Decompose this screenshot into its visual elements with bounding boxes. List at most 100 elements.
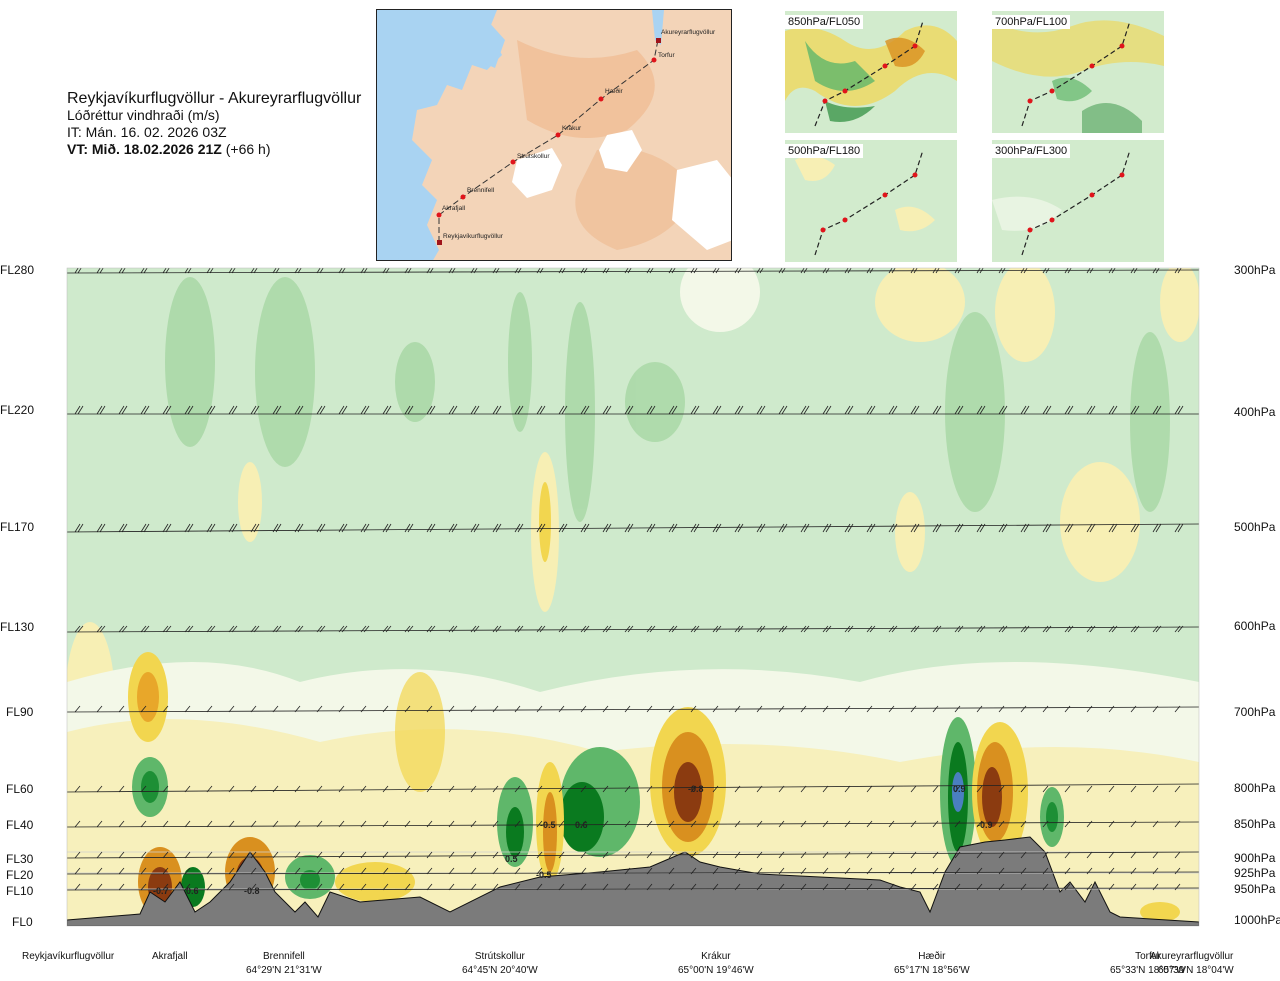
- wind-barb-tick: [888, 625, 895, 633]
- hpa-label-600: 600hPa: [1234, 619, 1276, 633]
- wind-barb-tick: [1133, 268, 1138, 274]
- wind-barb-tick: [844, 523, 851, 533]
- wind-barb-tick: [536, 883, 543, 891]
- wind-barb-tick: [910, 851, 917, 859]
- wind-barb-tick: [338, 268, 343, 274]
- wind-barb-tick: [624, 851, 631, 859]
- wind-barb-tick: [338, 523, 345, 533]
- wind-barb-tick: [932, 820, 939, 828]
- wind-barb-tick: [913, 405, 920, 415]
- wind-barb-tick: [954, 625, 961, 633]
- wind-barb-tick: [1086, 851, 1093, 859]
- level-panel-300-map: [992, 140, 1164, 262]
- wind-barb-tick: [316, 851, 323, 859]
- wind-barb-tick: [1086, 268, 1091, 274]
- wind-barb-tick: [517, 268, 522, 274]
- wind-barb-tick: [1020, 785, 1027, 793]
- wind-barb-tick: [976, 705, 983, 713]
- hpa-label-400: 400hPa: [1234, 405, 1276, 419]
- wind-barb-tick: [756, 405, 763, 415]
- wind-barb-tick: [272, 867, 279, 875]
- wind-barb-tick: [495, 405, 502, 415]
- value-label-5: 0.6: [575, 820, 588, 830]
- wind-barb-tick: [1177, 405, 1184, 415]
- wind-barb-tick: [162, 405, 169, 415]
- wind-barb-tick: [800, 867, 807, 875]
- wind-barb-tick: [118, 867, 125, 875]
- wind-barb-tick: [778, 625, 785, 633]
- wind-barb-tick: [473, 405, 480, 415]
- wind-barb-tick: [426, 820, 433, 828]
- wind-barb-tick: [77, 405, 84, 415]
- wind-barb-tick: [844, 851, 851, 859]
- level-panel-700-label: 700hPa/FL100: [992, 15, 1071, 29]
- wind-barb-tick: [316, 785, 323, 793]
- wind-barb-tick: [888, 523, 895, 533]
- location-akureyri: Akureyrarflugvöllur: [1150, 950, 1233, 964]
- wind-barb-tick: [382, 705, 389, 713]
- wind-barb-tick: [140, 405, 147, 415]
- wind-barb-tick: [800, 268, 805, 274]
- wind-barb-tick: [756, 705, 763, 713]
- wind-barb-tick: [803, 268, 808, 274]
- wind-barb-tick: [602, 820, 609, 828]
- wind-barb-tick: [426, 523, 433, 533]
- wind-barb-tick: [646, 268, 651, 274]
- level-panel-700[interactable]: 700hPa/FL100: [992, 11, 1164, 133]
- map-label-strutskollur: Strútskollur: [517, 153, 550, 160]
- wind-barb-tick: [1023, 268, 1028, 274]
- wind-barb-tick: [1086, 883, 1093, 891]
- fl-label-60: FL60: [6, 782, 34, 796]
- wind-barb-tick: [360, 523, 367, 533]
- wind-barb-tick: [715, 625, 722, 633]
- wind-barb-tick: [1089, 523, 1096, 533]
- wind-barb-tick: [1086, 867, 1093, 875]
- level-panel-500[interactable]: 500hPa/FL180: [785, 140, 957, 262]
- wind-barb-tick: [1086, 625, 1093, 633]
- wind-barb-tick: [1064, 625, 1071, 633]
- wind-barb-tick: [228, 625, 235, 633]
- cross-section-plot[interactable]: -0.7 0.6 -0.8 0.5 0.6 -0.5 -0.5 -0.8 0.9…: [0, 262, 1280, 942]
- wind-barb-tick: [316, 523, 323, 533]
- wind-barb-tick: [231, 625, 238, 633]
- wind-barb-tick: [781, 625, 788, 633]
- wind-barb-tick: [1174, 820, 1181, 828]
- wind-barb-tick: [404, 883, 411, 891]
- wind-barb-tick: [932, 867, 939, 875]
- wind-barb-tick: [470, 820, 477, 828]
- wind-barb-tick: [382, 867, 389, 875]
- wind-barb-tick: [778, 883, 785, 891]
- level-panel-850[interactable]: 850hPa/FL050: [785, 11, 957, 133]
- wind-barb-tick: [781, 523, 788, 533]
- location-akureyri-coord: 65°39'N 18°04'W: [1158, 964, 1234, 978]
- level-panel-300[interactable]: 300hPa/FL300: [992, 140, 1164, 262]
- wind-barb-tick: [187, 405, 194, 415]
- wind-barb-tick: [187, 625, 194, 633]
- wind-barb-tick: [803, 523, 810, 533]
- wind-barb-tick: [492, 851, 499, 859]
- wind-barb-tick: [866, 705, 873, 713]
- wind-barb-tick: [74, 883, 81, 891]
- wind-barb-tick: [558, 785, 565, 793]
- wind-barb-tick: [602, 867, 609, 875]
- wind-barb-tick: [646, 883, 653, 891]
- wind-barb-tick: [649, 268, 654, 274]
- wind-barb-tick: [1152, 705, 1159, 713]
- wind-barb-tick: [627, 268, 632, 274]
- wind-barb-tick: [1174, 268, 1179, 274]
- wind-barb-tick: [1001, 523, 1008, 533]
- hpa-label-300: 300hPa: [1234, 263, 1276, 277]
- wind-barb-tick: [602, 625, 609, 633]
- wind-barb-tick: [602, 268, 607, 274]
- wind-barb-tick: [580, 785, 587, 793]
- wind-barb-tick: [99, 625, 106, 633]
- wind-barb-tick: [118, 523, 125, 533]
- wind-barb-tick: [470, 867, 477, 875]
- wind-barb-tick: [536, 820, 543, 828]
- route-map[interactable]: Akureyrarflugvöllur Torfur Hæðir Krákur …: [376, 9, 732, 261]
- wind-barb-tick: [693, 625, 700, 633]
- wind-barb-tick: [1174, 523, 1181, 533]
- wind-barb-tick: [250, 705, 257, 713]
- wind-barb-tick: [1174, 705, 1181, 713]
- wind-barb-tick: [602, 705, 609, 713]
